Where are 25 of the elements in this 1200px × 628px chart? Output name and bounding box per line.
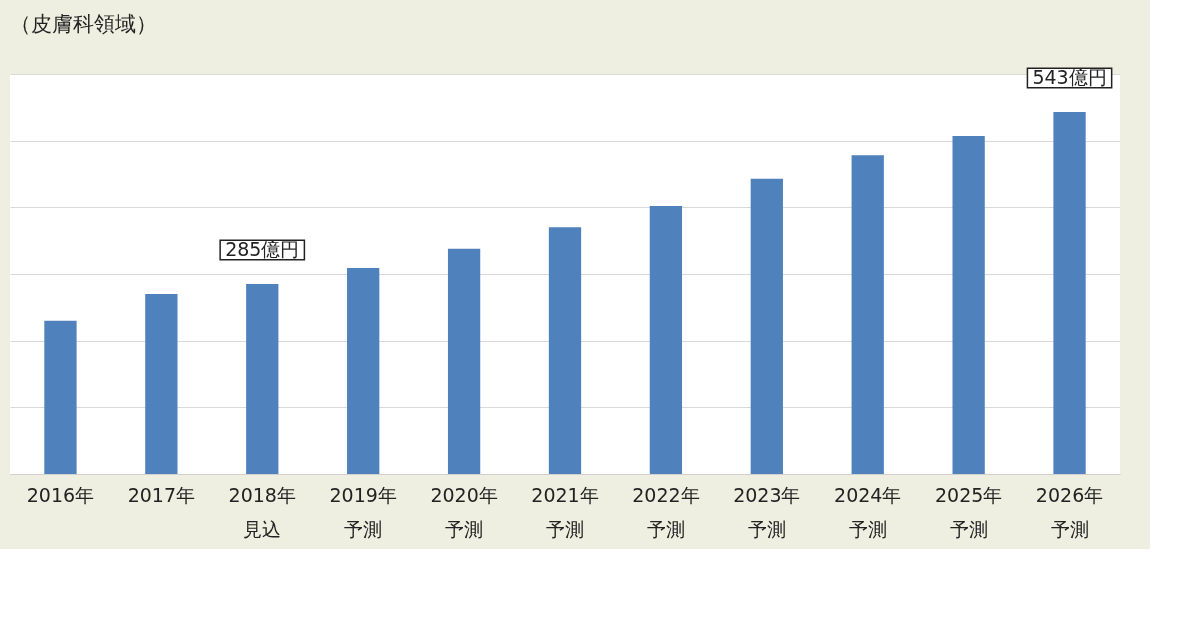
x-tick-label: 2016年 [26,483,95,506]
bar [750,178,783,474]
x-tick-label: 2020年予測 [430,483,498,540]
bar [1053,112,1086,474]
x-tick-label: 2017年 [127,483,196,506]
data-label: 543億円 [1032,66,1107,88]
bar [347,268,380,474]
x-tick-label: 2025年予測 [934,483,1003,540]
chart-title: （皮膚科領域） [10,12,157,37]
bar [246,284,279,474]
bar [952,136,985,474]
x-tick-label: 2018年見込 [228,483,296,540]
x-tick-label: 2026年予測 [1035,483,1104,540]
x-tick-label: 2019年予測 [329,483,397,540]
bar [649,206,683,474]
bar [548,227,582,474]
bar [145,294,178,474]
x-tick-label: 2024年予測 [834,483,902,540]
data-label: 285億円 [225,238,300,260]
x-tick-label: 2023年予測 [733,483,801,540]
x-tick-label: 2021年予測 [531,483,599,540]
bar [44,320,77,474]
x-tick-label: 2022年予測 [632,483,700,540]
bar [851,155,884,474]
bar [447,248,481,474]
